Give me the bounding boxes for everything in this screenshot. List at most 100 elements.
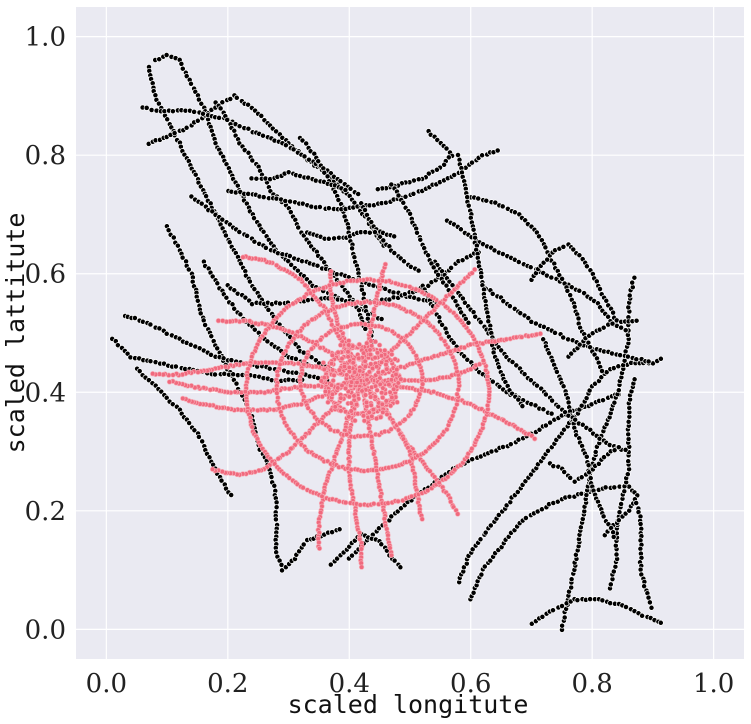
data-point — [344, 372, 350, 378]
data-point — [470, 226, 477, 233]
data-point — [376, 342, 383, 348]
data-point — [348, 379, 355, 385]
data-point — [645, 358, 652, 365]
data-point — [455, 511, 461, 517]
data-point — [191, 427, 198, 434]
data-point — [566, 493, 573, 500]
data-point — [325, 399, 331, 405]
data-point — [371, 501, 377, 507]
data-point — [500, 298, 507, 305]
data-point — [216, 114, 223, 121]
data-point — [331, 372, 337, 378]
data-point — [148, 107, 155, 113]
data-point — [328, 382, 335, 388]
data-point — [478, 571, 485, 578]
data-point — [183, 73, 190, 80]
data-point — [472, 313, 479, 320]
data-point — [542, 244, 549, 251]
data-point — [231, 287, 238, 294]
data-point — [382, 261, 389, 267]
data-point — [587, 475, 594, 482]
data-point — [548, 274, 555, 281]
data-point — [536, 426, 543, 433]
data-point — [163, 330, 170, 337]
data-point — [295, 360, 301, 367]
data-point — [625, 304, 632, 311]
data-point — [180, 395, 186, 402]
data-point — [318, 509, 324, 516]
data-point — [147, 321, 154, 328]
data-point — [343, 499, 349, 506]
data-point — [448, 264, 455, 271]
data-point — [496, 364, 502, 371]
data-point — [253, 175, 260, 182]
data-point — [395, 498, 401, 504]
data-point — [320, 360, 327, 366]
data-point — [150, 371, 156, 377]
data-point — [284, 344, 291, 350]
data-point — [362, 321, 368, 327]
data-point — [372, 355, 378, 361]
data-point — [559, 603, 565, 609]
data-point — [600, 324, 607, 331]
data-point — [372, 394, 378, 400]
data-point — [156, 325, 163, 332]
data-point — [537, 331, 544, 337]
data-point — [265, 306, 272, 313]
y-axis-title: scaled lattitute — [1, 213, 30, 454]
data-point — [618, 324, 625, 331]
data-point — [447, 348, 453, 355]
data-point — [610, 533, 617, 540]
data-point — [255, 407, 261, 414]
data-point — [549, 397, 556, 404]
x-tick-label: 0.2 — [207, 669, 248, 699]
data-point — [560, 334, 567, 341]
data-point — [194, 297, 201, 304]
data-point — [237, 311, 244, 318]
data-point — [489, 290, 496, 297]
data-point — [345, 354, 351, 360]
data-point — [244, 232, 251, 239]
data-point — [568, 584, 575, 591]
data-point — [575, 315, 582, 322]
data-point — [280, 350, 287, 357]
data-point — [188, 80, 194, 87]
data-point — [327, 426, 334, 433]
data-point — [248, 175, 255, 182]
data-point — [335, 197, 342, 203]
data-point — [401, 291, 408, 298]
data-point — [392, 280, 399, 286]
data-point — [613, 551, 620, 558]
data-point — [179, 254, 186, 261]
data-point — [370, 406, 376, 413]
data-point — [288, 261, 295, 268]
data-point — [336, 498, 342, 505]
data-point — [546, 350, 552, 357]
data-point — [199, 438, 206, 445]
data-point — [183, 124, 190, 131]
data-point — [525, 315, 532, 321]
y-tick-label: 0.8 — [25, 141, 66, 171]
data-point — [618, 501, 625, 507]
data-point — [336, 526, 343, 533]
data-point — [342, 187, 349, 193]
data-point — [368, 402, 374, 408]
data-point — [482, 529, 489, 536]
data-point — [368, 338, 374, 344]
data-point — [375, 278, 382, 284]
data-point — [208, 333, 215, 340]
data-point — [192, 171, 199, 178]
data-point — [274, 390, 280, 396]
data-point — [372, 229, 378, 236]
data-point — [223, 294, 230, 301]
data-point — [648, 604, 655, 611]
data-point — [251, 326, 258, 333]
data-point — [522, 515, 529, 521]
data-point — [457, 226, 464, 233]
data-point — [455, 386, 461, 393]
data-point — [253, 320, 259, 327]
data-point — [249, 424, 255, 430]
data-point — [425, 252, 432, 259]
data-point — [597, 286, 603, 292]
data-point — [500, 444, 506, 450]
